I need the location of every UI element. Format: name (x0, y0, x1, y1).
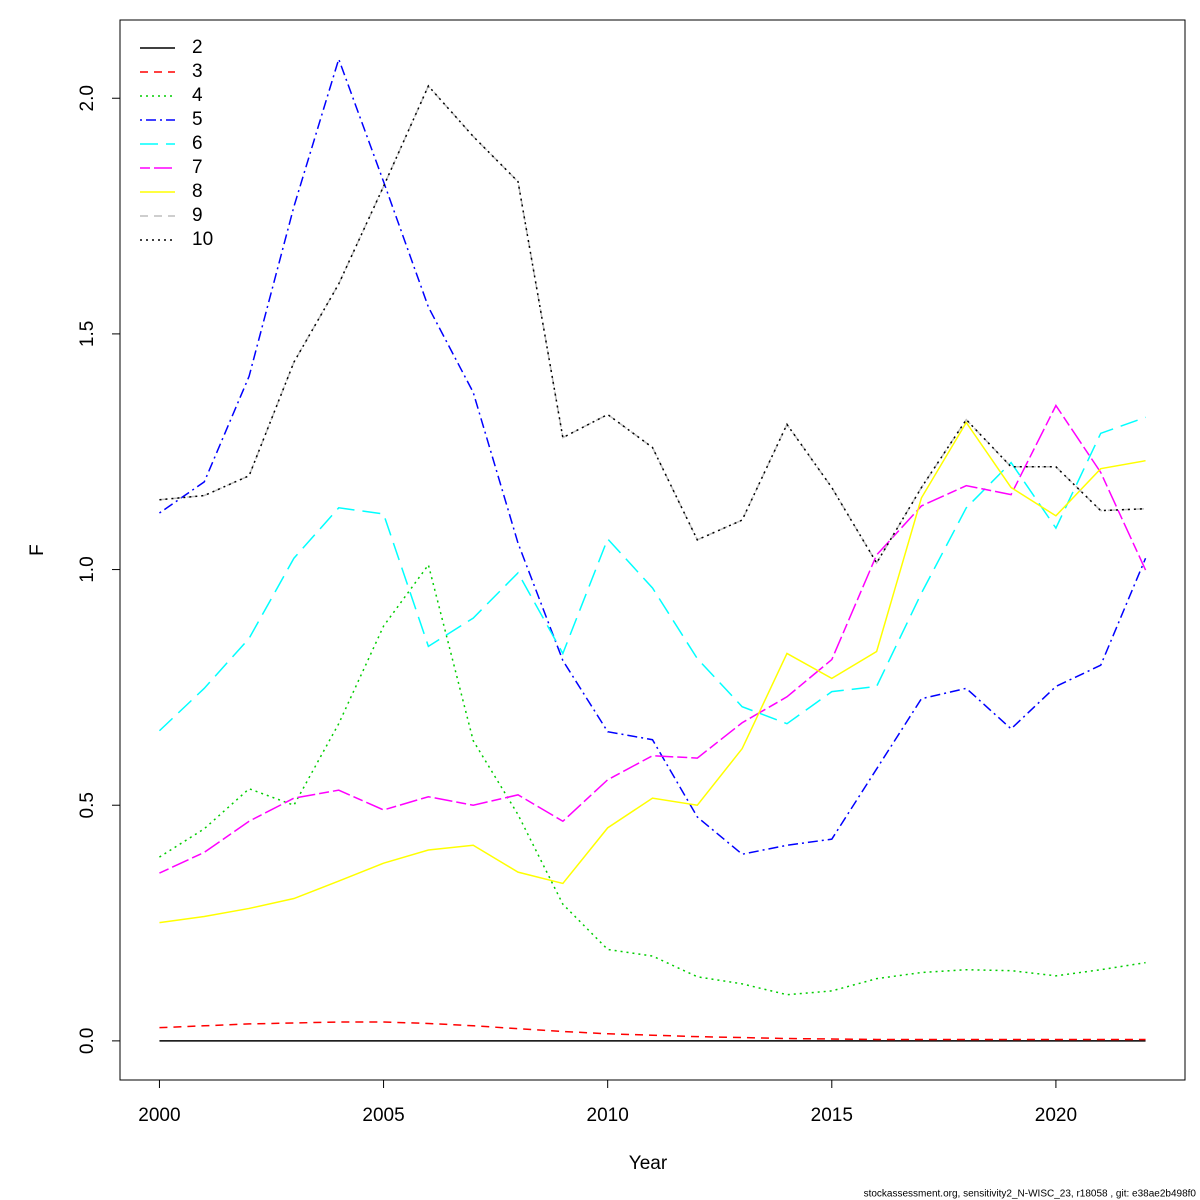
legend-label: 9 (192, 205, 203, 226)
y-tick-label: 1.0 (77, 556, 98, 582)
footnote: stockassessment.org, sensitivity2_N-WISC… (864, 1189, 1197, 1200)
x-tick-label: 2010 (587, 1105, 629, 1126)
legend-label: 4 (192, 85, 203, 106)
x-tick-label: 2000 (138, 1105, 180, 1126)
series-line (159, 563, 1146, 996)
series-line (159, 421, 1146, 924)
legend-label: 7 (192, 157, 203, 178)
y-tick-label: 0.5 (77, 792, 98, 818)
series-line (159, 84, 1146, 565)
x-tick-label: 2020 (1035, 1105, 1077, 1126)
y-axis-label: F (27, 544, 48, 556)
legend-label: 5 (192, 109, 203, 130)
legend-label: 2 (192, 37, 203, 58)
legend-label: 3 (192, 61, 203, 82)
series-line (159, 404, 1147, 874)
series-line (158, 416, 1146, 732)
y-tick-label: 0.0 (77, 1028, 98, 1054)
legend-label: 6 (192, 133, 203, 154)
x-tick-label: 2015 (811, 1105, 853, 1126)
y-tick-label: 1.5 (77, 321, 98, 347)
x-tick-label: 2005 (362, 1105, 404, 1126)
series-line (159, 56, 1147, 856)
legend-label: 10 (192, 229, 213, 250)
y-tick-label: 2.0 (77, 85, 98, 111)
series-line (159, 1021, 1146, 1041)
x-axis-label: Year (629, 1153, 668, 1174)
legend-label: 8 (192, 181, 203, 202)
plot-box (119, 19, 1186, 1081)
